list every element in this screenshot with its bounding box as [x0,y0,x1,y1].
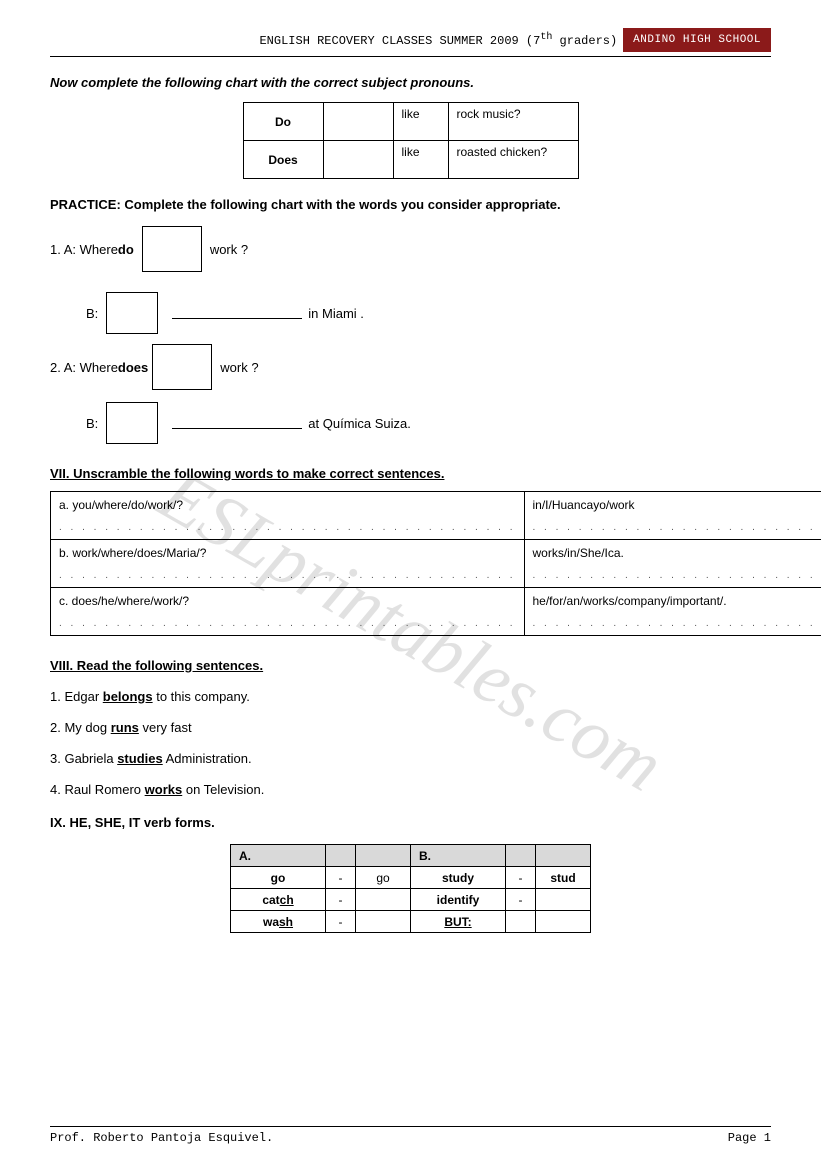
cell-obj: roasted chicken? [448,141,578,179]
table-row: go - go study - stud [231,867,591,889]
cell[interactable]: go [356,867,411,889]
sentence-1: 1. Edgar belongs to this company. [50,689,771,704]
sentence-3: 3. Gabriela studies Administration. [50,751,771,766]
cell: BUT: [411,911,506,933]
page-header: ENGLISH RECOVERY CLASSES SUMMER 2009 (7t… [50,0,771,57]
practice-2b: B: at Química Suiza. [86,402,771,444]
text: 2. A: Where [50,360,118,375]
cell: wash [231,911,326,933]
section-8-title: VIII. Read the following sentences. [50,658,771,673]
text: in Miami . [308,306,364,321]
cell-blank[interactable] [323,103,393,141]
cell[interactable] [356,911,411,933]
cell: catch [231,889,326,911]
pronoun-chart: Do like rock music? Does like roasted ch… [243,102,579,179]
cell-obj: rock music? [448,103,578,141]
practice-1b: B: in Miami . [86,292,771,334]
head-a: A. [231,845,326,867]
text: B: [86,306,98,321]
cell: go [231,867,326,889]
head-b: B. [411,845,506,867]
section-9-title: IX. HE, SHE, IT verb forms. [50,815,771,830]
cell[interactable]: he/for/an/works/company/important/.. . .… [524,588,821,636]
cell: study [411,867,506,889]
answer-box[interactable] [152,344,212,390]
verbforms-table: A. B. go - go study - stud catch - ident… [230,844,591,933]
table-row: a. you/where/do/work/?. . . . . . . . . … [51,492,821,540]
sentence-2: 2. My dog runs very fast [50,720,771,735]
cell[interactable] [536,889,591,911]
section-7-title: VII. Unscramble the following words to m… [50,466,771,481]
cell-verb: like [393,103,448,141]
head-blank [356,845,411,867]
cell: identify [411,889,506,911]
school-badge: ANDINO HIGH SCHOOL [623,28,771,52]
cell-aux: Does [243,141,323,179]
head-blank [326,845,356,867]
aux-does: does [118,360,148,375]
cell[interactable]: works/in/She/Ica.. . . . . . . . . . . .… [524,540,821,588]
cell[interactable] [536,911,591,933]
cell-blank[interactable] [323,141,393,179]
text: at Química Suiza. [308,416,411,431]
head-blank [506,845,536,867]
page-footer: Prof. Roberto Pantoja Esquivel. Page 1 [50,1126,771,1145]
cell[interactable] [356,889,411,911]
answer-box[interactable] [106,292,158,334]
cell: - [506,889,536,911]
cell [506,911,536,933]
cell[interactable]: b. work/where/does/Maria/?. . . . . . . … [51,540,525,588]
practice-1a: 1. A: Where do work ? [50,226,771,272]
cell: - [326,911,356,933]
text: B: [86,416,98,431]
answer-box[interactable] [142,226,202,272]
head-blank [536,845,591,867]
blank-line[interactable] [172,417,302,429]
cell[interactable]: a. you/where/do/work/?. . . . . . . . . … [51,492,525,540]
table-row: Do like rock music? [243,103,578,141]
cell[interactable]: c. does/he/where/work/?. . . . . . . . .… [51,588,525,636]
cell-verb: like [393,141,448,179]
table-row: catch - identify - [231,889,591,911]
footer-page: Page 1 [728,1131,771,1145]
cell[interactable]: in/I/Huancayo/work. . . . . . . . . . . … [524,492,821,540]
footer-author: Prof. Roberto Pantoja Esquivel. [50,1131,273,1145]
header-course: ENGLISH RECOVERY CLASSES SUMMER 2009 (7t… [259,32,617,48]
cell: - [326,867,356,889]
cell[interactable]: stud [536,867,591,889]
answer-box[interactable] [106,402,158,444]
text: work ? [210,242,248,257]
sentence-4: 4. Raul Romero works on Television. [50,782,771,797]
table-row: wash - BUT: [231,911,591,933]
cell: - [326,889,356,911]
table-row: b. work/where/does/Maria/?. . . . . . . … [51,540,821,588]
text: 1. A: Where [50,242,118,257]
practice-2a: 2. A: Where does work ? [50,344,771,390]
table-row: Does like roasted chicken? [243,141,578,179]
cell-aux: Do [243,103,323,141]
aux-do: do [118,242,134,257]
cell: - [506,867,536,889]
instruction-practice: PRACTICE: Complete the following chart w… [50,197,771,212]
unscramble-table: a. you/where/do/work/?. . . . . . . . . … [50,491,821,636]
text: work ? [220,360,258,375]
table-row: A. B. [231,845,591,867]
instruction-pronouns: Now complete the following chart with th… [50,75,771,90]
blank-line[interactable] [172,307,302,319]
table-row: c. does/he/where/work/?. . . . . . . . .… [51,588,821,636]
